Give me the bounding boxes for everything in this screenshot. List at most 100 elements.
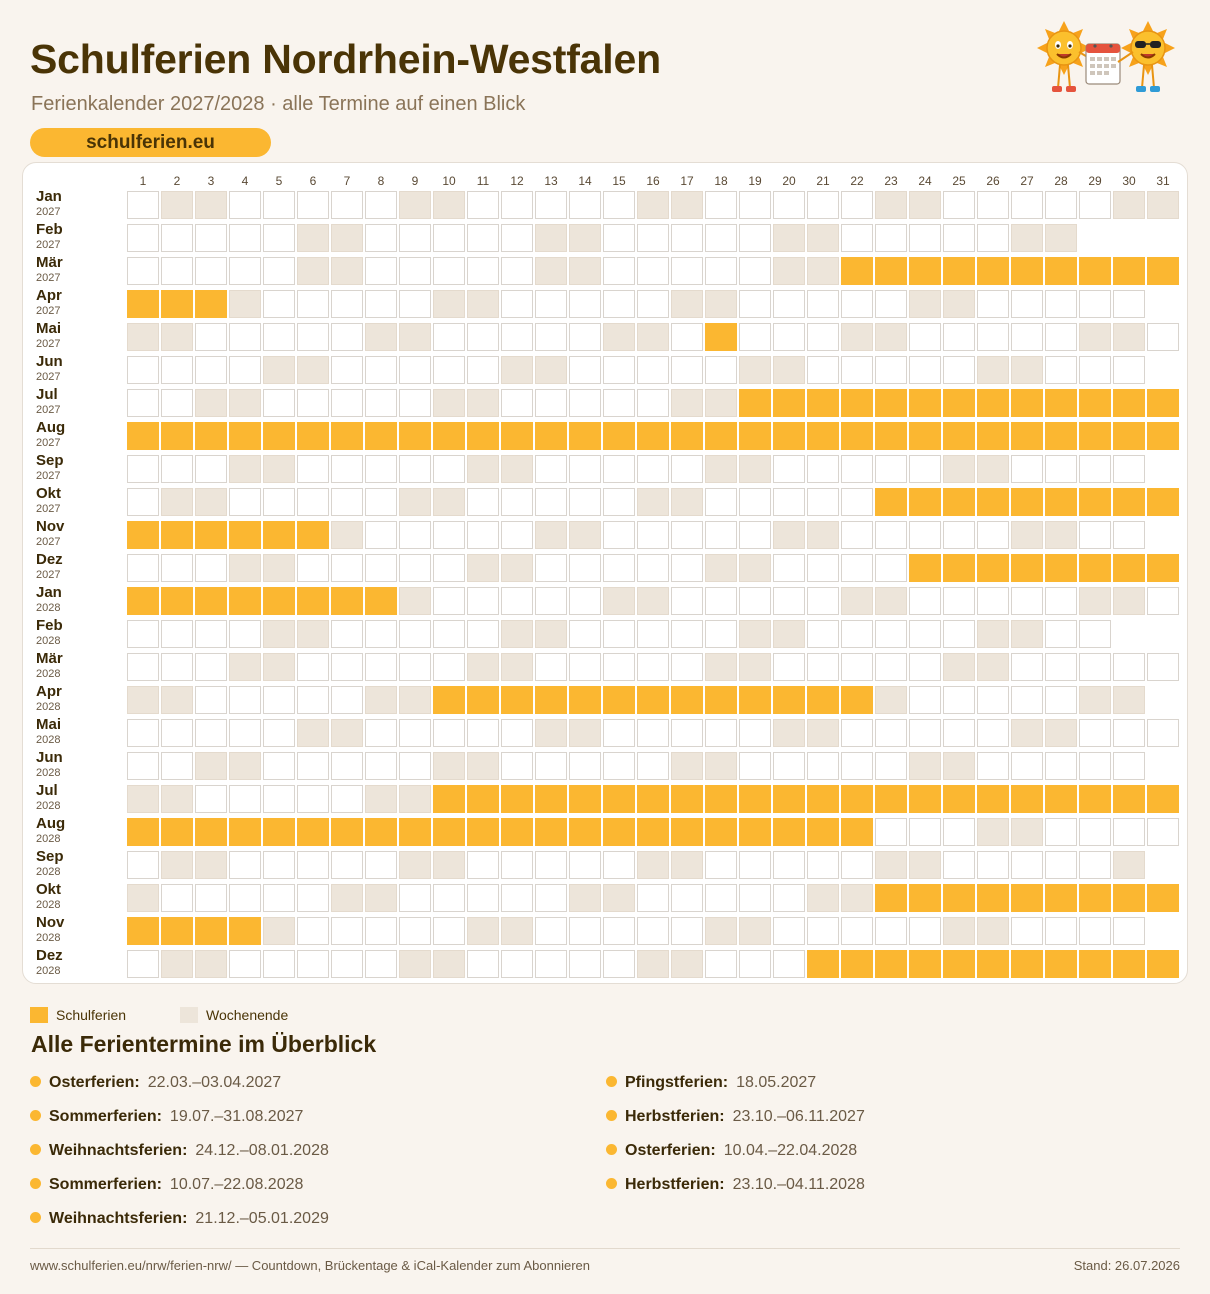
day-cell (773, 950, 805, 978)
day-cell (977, 851, 1009, 879)
day-cell (263, 389, 295, 417)
day-cell (1045, 686, 1077, 714)
day-cell (161, 455, 193, 483)
day-cell (739, 719, 771, 747)
day-cell (399, 455, 431, 483)
day-number-header: 16 (646, 174, 660, 188)
day-cell (1079, 620, 1111, 648)
day-cell (229, 950, 261, 978)
holiday-term-dates: 23.10.–04.11.2028 (732, 1176, 865, 1193)
day-number-header: 4 (241, 174, 249, 188)
day-cell (671, 257, 703, 285)
holiday-day-cell (943, 884, 975, 912)
footer-link[interactable]: www.schulferien.eu/nrw/ferien-nrw/ — Cou… (30, 1258, 591, 1273)
weekend-day-cell (399, 587, 431, 615)
weekend-day-cell (297, 257, 329, 285)
weekend-day-cell (569, 257, 601, 285)
weekend-day-cell (161, 323, 193, 351)
holiday-day-cell (807, 785, 839, 813)
holiday-day-cell (909, 554, 941, 582)
holiday-day-cell (807, 686, 839, 714)
day-cell (535, 389, 567, 417)
holiday-term-dates: 10.04.–22.04.2028 (723, 1142, 858, 1159)
day-cell (195, 455, 227, 483)
day-number-header: 20 (782, 174, 796, 188)
weekend-day-cell (705, 653, 737, 681)
day-cell (841, 191, 873, 219)
weekend-day-cell (773, 257, 805, 285)
weekend-day-cell (467, 752, 499, 780)
day-cell (773, 917, 805, 945)
day-cell (705, 719, 737, 747)
day-cell (263, 752, 295, 780)
weekend-day-cell (909, 851, 941, 879)
day-cell (569, 356, 601, 384)
day-cell (603, 191, 635, 219)
day-cell (297, 785, 329, 813)
day-number-header: 12 (510, 174, 524, 188)
holiday-term: Herbstferien: 23.10.–06.11.2027 (606, 1107, 865, 1127)
weekend-day-cell (127, 323, 159, 351)
day-cell (909, 653, 941, 681)
day-cell (535, 587, 567, 615)
day-cell (331, 554, 363, 582)
weekend-day-cell (569, 719, 601, 747)
day-cell (229, 719, 261, 747)
day-cell (263, 257, 295, 285)
weekend-day-cell (637, 851, 669, 879)
weekend-day-cell (841, 323, 873, 351)
weekend-day-cell (535, 620, 567, 648)
day-cell (977, 686, 1009, 714)
day-cell (297, 323, 329, 351)
weekend-day-cell (1079, 587, 1111, 615)
day-cell (331, 917, 363, 945)
day-cell (705, 224, 737, 252)
holiday-day-cell (1011, 950, 1043, 978)
day-cell (705, 521, 737, 549)
day-cell (637, 653, 669, 681)
day-cell (467, 620, 499, 648)
day-cell (1079, 653, 1111, 681)
weekend-day-cell (161, 785, 193, 813)
day-cell (875, 917, 907, 945)
holiday-day-cell (1079, 950, 1111, 978)
day-cell (1079, 455, 1111, 483)
day-cell (467, 356, 499, 384)
weekend-day-cell (705, 290, 737, 318)
day-cell (671, 719, 703, 747)
day-cell (229, 488, 261, 516)
day-cell (977, 191, 1009, 219)
day-cell (161, 884, 193, 912)
brand-badge[interactable]: schulferien.eu (30, 128, 271, 157)
footer-stand: Stand: 26.07.2026 (1073, 1258, 1180, 1273)
day-cell (569, 455, 601, 483)
weekend-day-cell (1011, 620, 1043, 648)
day-cell (195, 620, 227, 648)
day-cell (739, 521, 771, 549)
weekend-day-cell (467, 389, 499, 417)
day-cell (501, 521, 533, 549)
day-cell (773, 653, 805, 681)
holiday-day-cell (603, 785, 635, 813)
day-number-header: 18 (714, 174, 728, 188)
day-cell (705, 587, 737, 615)
day-cell (501, 224, 533, 252)
holiday-day-cell (331, 422, 363, 450)
day-cell (1113, 752, 1145, 780)
day-cell (603, 455, 635, 483)
holiday-term: Herbstferien: 23.10.–04.11.2028 (606, 1175, 865, 1195)
holiday-day-cell (433, 686, 465, 714)
holiday-day-cell (433, 818, 465, 846)
holiday-day-cell (195, 818, 227, 846)
month-name: Aug (36, 815, 66, 832)
holiday-day-cell (1045, 554, 1077, 582)
day-cell (365, 257, 397, 285)
weekend-day-cell (433, 950, 465, 978)
weekend-day-cell (841, 587, 873, 615)
holiday-day-cell (909, 422, 941, 450)
weekend-day-cell (195, 950, 227, 978)
weekend-day-cell (977, 917, 1009, 945)
month-name: Mär (36, 254, 63, 271)
holiday-day-cell (195, 521, 227, 549)
day-cell (433, 653, 465, 681)
